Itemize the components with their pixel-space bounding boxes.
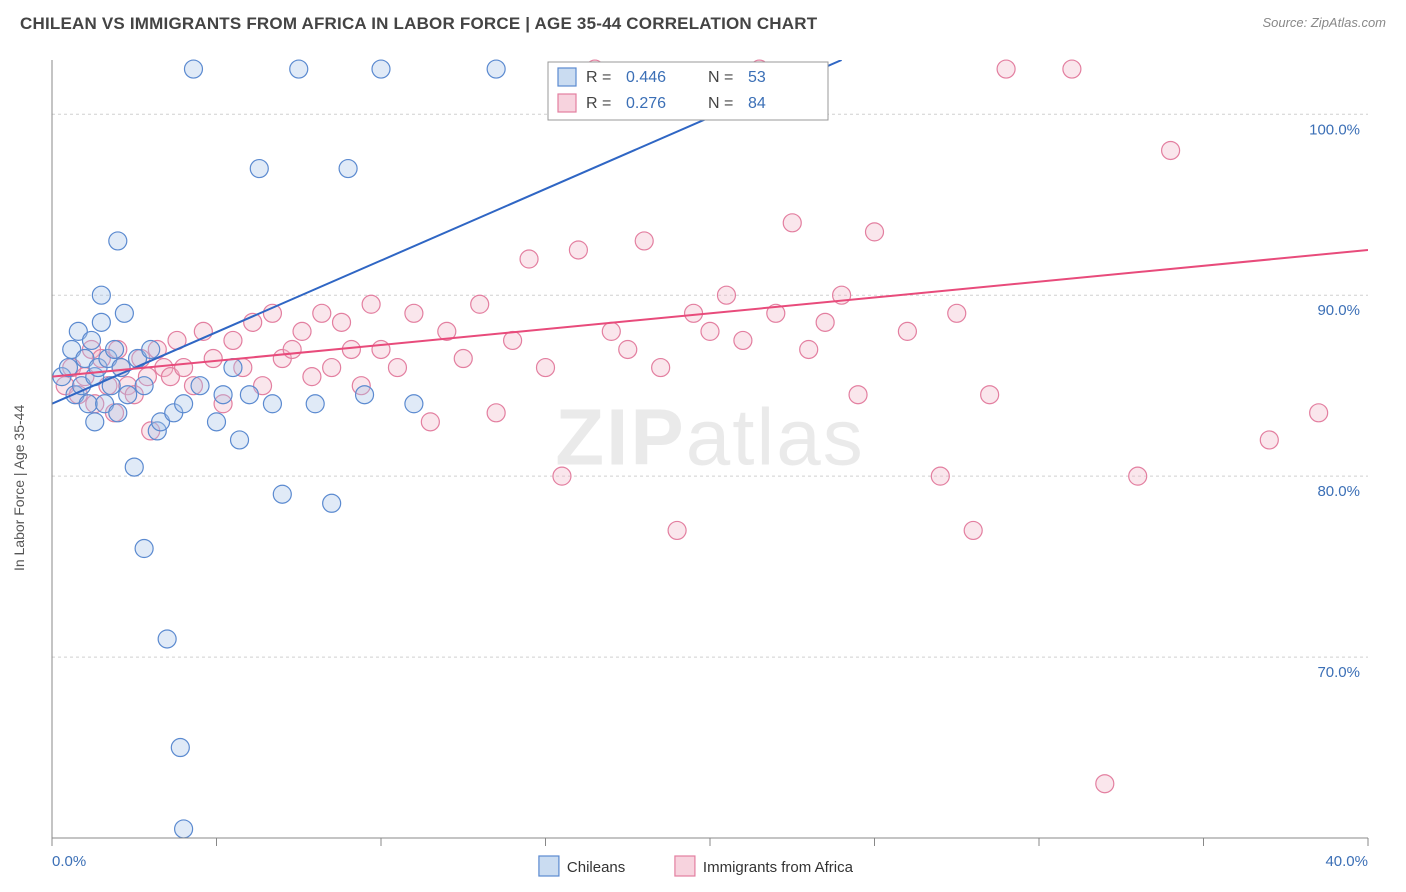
svg-text:70.0%: 70.0% bbox=[1317, 664, 1360, 681]
svg-text:40.0%: 40.0% bbox=[1325, 853, 1368, 870]
series-0 bbox=[53, 60, 505, 838]
svg-text:80.0%: 80.0% bbox=[1317, 483, 1360, 500]
svg-text:Immigrants from Africa: Immigrants from Africa bbox=[703, 859, 854, 876]
correlation-scatter-chart: ZIPatlas 0.0% 40.0% 70.0% 80.0% 90.0% 100.0% In… bbox=[0, 50, 1406, 892]
svg-text:53: 53 bbox=[748, 69, 766, 86]
chart-container: ZIPatlas 0.0% 40.0% 70.0% 80.0% 90.0% 100.0% In… bbox=[0, 50, 1406, 892]
svg-text:100.0%: 100.0% bbox=[1309, 121, 1360, 138]
svg-text:90.0%: 90.0% bbox=[1317, 302, 1360, 319]
svg-text:Chileans: Chileans bbox=[567, 859, 625, 876]
svg-text:84: 84 bbox=[748, 95, 766, 112]
svg-text:N =: N = bbox=[708, 69, 733, 86]
svg-text:0.446: 0.446 bbox=[626, 69, 666, 86]
chart-title: CHILEAN VS IMMIGRANTS FROM AFRICA IN LAB… bbox=[20, 14, 817, 33]
svg-text:0.0%: 0.0% bbox=[52, 853, 86, 870]
svg-text:N =: N = bbox=[708, 95, 733, 112]
svg-text:0.276: 0.276 bbox=[626, 95, 666, 112]
svg-text:R =: R = bbox=[586, 95, 611, 112]
svg-text:In Labor Force | Age 35-44: In Labor Force | Age 35-44 bbox=[11, 405, 27, 572]
source-label: Source: ZipAtlas.com bbox=[1262, 15, 1386, 30]
svg-text:ZIPatlas: ZIPatlas bbox=[555, 393, 864, 482]
svg-text:R =: R = bbox=[586, 69, 611, 86]
